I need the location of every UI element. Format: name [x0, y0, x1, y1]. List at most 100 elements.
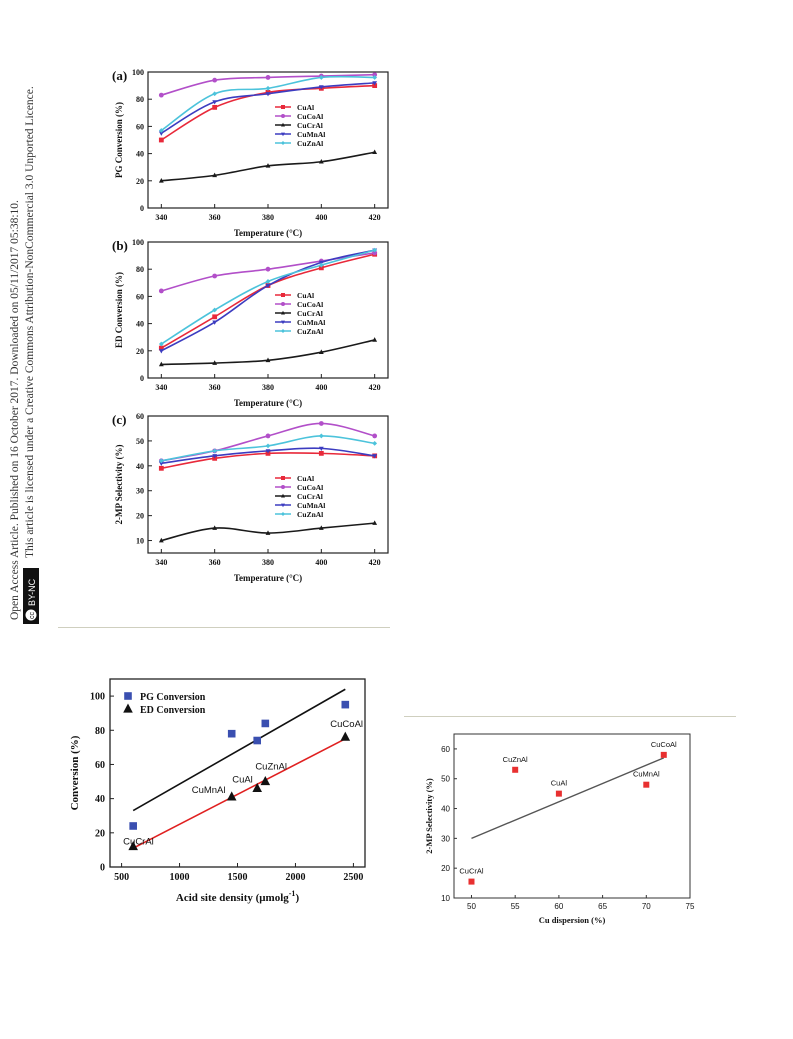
data-point-cuznal	[265, 443, 271, 449]
legend-label-cuznal: CuZnAl	[297, 139, 323, 148]
y-tick-label: 60	[136, 412, 144, 421]
data-point-cucoal	[158, 288, 164, 294]
y-tick-label: 30	[136, 487, 144, 496]
data-point-cucral	[265, 357, 271, 363]
y-tick-label: 50	[441, 775, 450, 784]
legend-label-cumnal: CuMnAl	[297, 501, 325, 510]
legend-label-cuznal: CuZnAl	[297, 510, 323, 519]
legend-label-cual: CuAl	[297, 103, 314, 112]
y-tick-label: 100	[90, 692, 105, 703]
data-point-cumnal	[212, 100, 218, 105]
data-point-cuznal	[158, 128, 164, 133]
legend-label-cual: CuAl	[297, 474, 314, 483]
panel-label: (a)	[112, 68, 127, 83]
selectivity-point	[555, 790, 562, 797]
cc-badge: cc BY-NC	[23, 568, 39, 624]
y-tick-label: 20	[441, 864, 450, 873]
legend-label-cuznal: CuZnAl	[297, 327, 323, 336]
data-point-cucoal	[212, 273, 218, 279]
plot-frame	[453, 733, 691, 899]
chart-2mp-selectivity: 340 360 380 400 420 10 20 30 40 50 60 (c) Temperatur…	[112, 412, 389, 583]
y-tick-label: 40	[441, 805, 450, 814]
data-point-cumnal	[265, 92, 271, 97]
series-line-cuznal	[161, 435, 375, 462]
legend-label-cucral: CuCrAl	[297, 309, 323, 318]
y-tick-label: 40	[95, 794, 105, 805]
data-point-cual	[158, 137, 164, 143]
x-tick-label: 60	[554, 902, 563, 911]
data-point-cucoal	[212, 77, 218, 83]
ed-point	[252, 782, 263, 792]
legend-marker	[281, 476, 285, 480]
y-tick-label: 80	[136, 265, 144, 274]
chart-pg-conversion: 340 360 380 400 420 0 20 40 60 80 100 (a) Temperatur…	[112, 68, 389, 238]
x-axis-label-sup: -1	[289, 889, 296, 898]
x-tick-label: 360	[209, 383, 221, 392]
x-tick-label: 420	[369, 383, 381, 392]
data-point-cucral	[265, 163, 271, 168]
x-tick-label: 380	[262, 213, 274, 222]
y-axis-label: 2-MP Selectivity (%)	[114, 445, 124, 525]
data-point-cumnal	[158, 461, 164, 466]
x-axis-label: Cu dispersion (%)	[539, 915, 606, 925]
y-tick-label: 0	[100, 863, 105, 874]
pg-point	[253, 736, 262, 745]
y-tick-label: 10	[136, 537, 144, 546]
legend-marker-pg	[124, 692, 132, 700]
data-point-cual	[318, 265, 324, 271]
selectivity-point	[468, 878, 475, 885]
y-axis-label: 2-MP Selectivity (%)	[424, 778, 434, 854]
divider-left	[58, 627, 390, 628]
x-tick-label: 2500	[343, 872, 363, 883]
y-tick-label: 0	[140, 204, 144, 213]
legend-marker	[281, 310, 285, 315]
y-axis-label: PG Conversion (%)	[114, 102, 124, 178]
data-point-cucral	[158, 361, 164, 367]
data-point-cumnal	[372, 81, 378, 86]
y-axis-label: Conversion (%)	[69, 735, 81, 810]
plot-area: 340 360 380 400 420 10 20 30 40 50 60 (c) Temperatur…	[112, 412, 389, 583]
legend-label-cucoal: CuCoAl	[297, 483, 323, 492]
y-tick-label: 100	[132, 238, 144, 247]
x-tick-label: 50	[467, 902, 476, 911]
y-tick-label: 60	[136, 292, 144, 301]
data-point-cucoal	[265, 266, 271, 272]
y-tick-label: 0	[140, 374, 144, 383]
y-axis-label-group: Conversion (%)	[69, 735, 81, 810]
panel-label: (b)	[112, 238, 128, 253]
legend-marker	[281, 114, 285, 118]
y-axis-label-group: ED Conversion (%)	[114, 272, 124, 348]
data-point-cumnal	[212, 454, 218, 459]
y-tick-label: 60	[136, 122, 144, 131]
y-tick-label: 100	[132, 68, 144, 77]
x-tick-label: 400	[315, 558, 327, 567]
y-axis-label: ED Conversion (%)	[114, 272, 124, 348]
data-point-cuznal	[265, 279, 271, 284]
plot-area: 50 55 60 65 70 75 10 20 30 40 50 60 Cu dispersion (%…	[424, 733, 695, 925]
y-tick-label: 80	[136, 95, 144, 104]
point-label: CuMnAl	[192, 785, 226, 796]
x-tick-label: 400	[315, 213, 327, 222]
legend-marker	[281, 493, 285, 498]
data-point-cucral	[158, 537, 164, 543]
data-point-cucoal	[372, 72, 378, 78]
y-tick-label: 20	[136, 347, 144, 356]
svg-text:cc: cc	[29, 612, 36, 620]
data-point-cucral	[212, 172, 218, 178]
data-point-cucral	[318, 159, 324, 164]
data-point-cucoal	[158, 92, 164, 98]
divider-right	[404, 716, 736, 717]
x-axis-label: Temperature (°C)	[234, 573, 302, 583]
plot-area: 500 1000 1500 2000 2500 0 20 40 60 80 100 Acid site…	[69, 678, 366, 904]
selectivity-point	[512, 766, 519, 773]
plot-area: 340 360 380 400 420 0 20 40 60 80 100 (a) Temperatur…	[112, 68, 389, 238]
y-tick-label: 20	[136, 177, 144, 186]
x-tick-label: 500	[114, 872, 129, 883]
x-tick-label: 2000	[285, 872, 305, 883]
legend-marker	[281, 512, 285, 516]
legend-marker	[281, 105, 285, 109]
x-tick-label: 70	[642, 902, 651, 911]
legend-label-cual: CuAl	[297, 291, 314, 300]
data-point-cumnal	[265, 283, 271, 289]
badge-label: BY-NC	[27, 578, 37, 606]
